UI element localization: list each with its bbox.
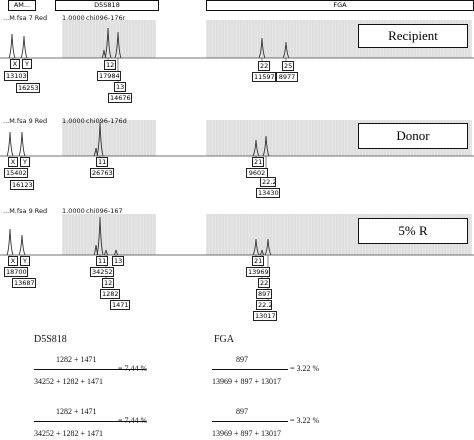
area-box: 16253 (16, 83, 40, 93)
allele-box: 12 (102, 278, 114, 288)
allele-box: 21 (252, 157, 264, 167)
area-box: 8977 (276, 72, 298, 82)
area-box: 13969 (246, 267, 270, 277)
recipient-label: Recipient (358, 24, 468, 48)
area-box: 34252 (90, 267, 114, 277)
area-box: 1471 (110, 300, 130, 310)
allele-box: Y (20, 157, 30, 167)
allele-box: X (8, 256, 18, 266)
allele-box: Y (20, 256, 30, 266)
right-numerator: 897 (236, 407, 248, 416)
right-result: = 3.22 % (290, 416, 320, 425)
area-box: 11597 (252, 72, 276, 82)
area-box: 13687 (12, 278, 36, 288)
panel1-sample-id: chi096-176r (86, 14, 126, 22)
area-box: 1282 (100, 289, 120, 299)
panel2-file: ...M.fsa 9 Red (3, 117, 48, 125)
allele-box: 12 (104, 60, 116, 70)
allele-box: 13 (114, 82, 126, 92)
right-numerator: 897 (236, 355, 248, 364)
left-denominator: 34252 + 1282 + 1471 (34, 377, 104, 386)
allele-box: 11 (96, 256, 108, 266)
header-tag: AM... (8, 0, 36, 11)
area-box: 9602 (246, 168, 268, 178)
allele-box: 11 (96, 157, 108, 167)
area-box: 26763 (90, 168, 114, 178)
allele-box: X (8, 157, 18, 167)
area-box: 18700 (4, 267, 28, 277)
donor-label: Donor (358, 123, 468, 149)
panel3-scale: 1.0000 (62, 207, 85, 215)
area-box: 13017 (253, 311, 277, 321)
locus-fga-label: FGA (206, 0, 474, 11)
five-percent-label: 5% R (358, 218, 468, 244)
panel1-file: ...M.fsa 7 Red (3, 14, 48, 22)
left-fraction-bar (34, 421, 146, 422)
calc-right-title: FGA (214, 334, 235, 345)
left-numerator: 1282 + 1471 (56, 355, 97, 364)
right-fraction-bar (212, 421, 288, 422)
right-denominator: 13969 + 897 + 13017 (212, 429, 282, 438)
panel2-scale: 1.0000 (62, 117, 85, 125)
left-denominator: 34252 + 1282 + 1471 (34, 429, 104, 438)
locus-d5s818-label: D5S818 (55, 0, 159, 11)
area-box: 14676 (108, 93, 132, 103)
allele-box: 21 (252, 256, 264, 266)
area-box: 16123 (10, 180, 34, 190)
area-box: 13103 (4, 71, 28, 81)
allele-box: 25 (282, 61, 294, 71)
left-numerator: 1282 + 1471 (56, 407, 97, 416)
allele-box: 22 (258, 61, 270, 71)
area-box: 15402 (4, 168, 28, 178)
panel1-scale: 1.0000 (62, 14, 85, 22)
allele-box: 22.2 (260, 177, 277, 187)
panel3-sample-id: chi096-167 (86, 207, 123, 215)
right-result: = 3.22 % (290, 364, 320, 373)
allele-box: 22.2 (256, 300, 273, 310)
left-fraction-bar (34, 369, 146, 370)
area-box: 897 (256, 289, 272, 299)
panel2-sample-id: chi096-176d (86, 117, 127, 125)
area-box: 13430 (256, 188, 280, 198)
allele-box: 13 (112, 256, 124, 266)
left-result: = 7.44 % (118, 364, 148, 373)
calc-left-title: D5S818 (34, 334, 67, 345)
panel3-file: ...M.fsa 9 Red (3, 207, 48, 215)
allele-box: Y (22, 59, 32, 69)
right-denominator: 13969 + 897 + 13017 (212, 377, 282, 386)
allele-box: X (10, 59, 20, 69)
allele-box: 22 (258, 278, 270, 288)
left-result: = 7.44 % (118, 416, 148, 425)
area-box: 17984 (97, 71, 121, 81)
right-fraction-bar (212, 369, 288, 370)
